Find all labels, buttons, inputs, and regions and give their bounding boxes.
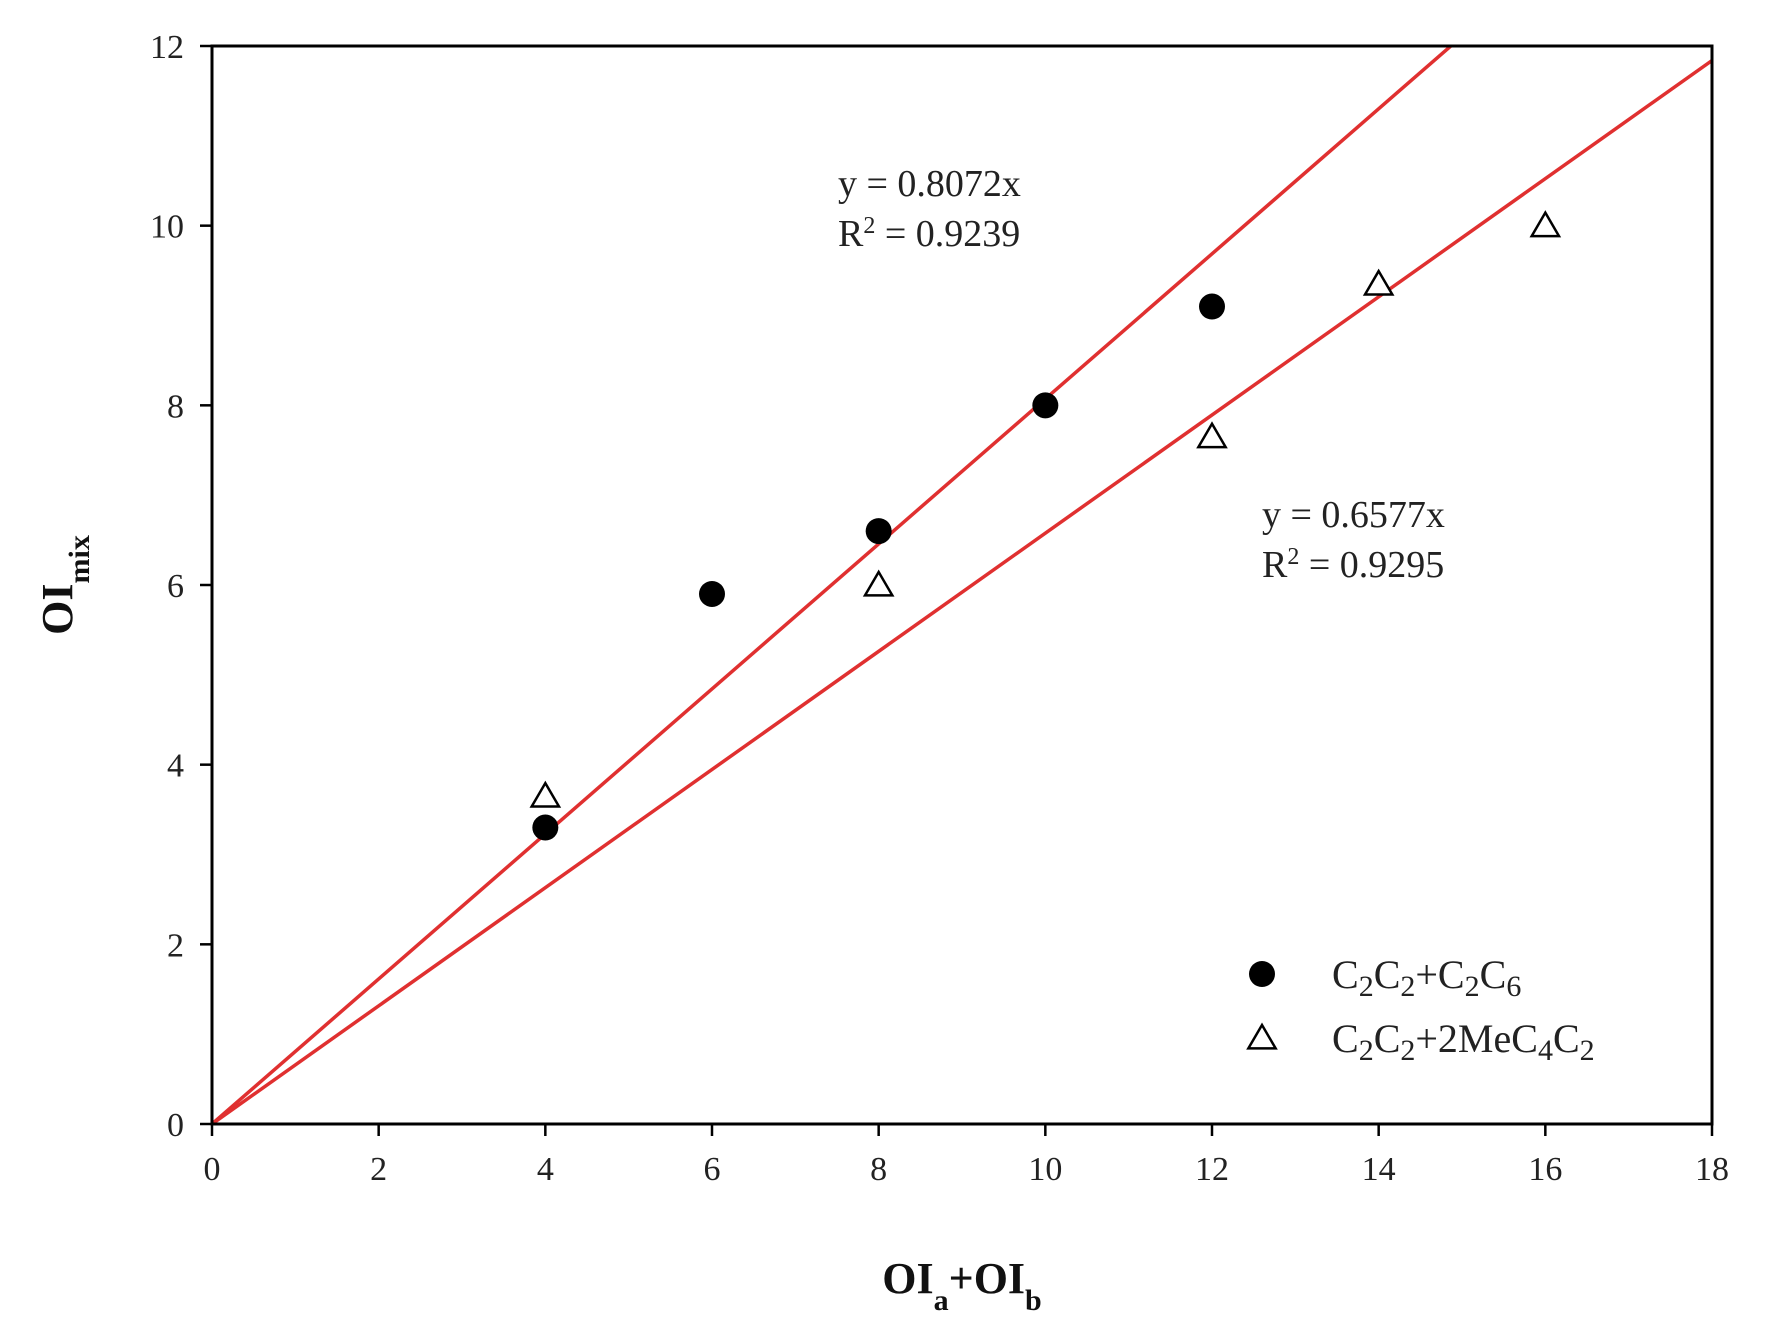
data-point-circle (1199, 293, 1225, 320)
x-tick-label: 4 (537, 1151, 554, 1188)
y-tick-label: 6 (167, 568, 184, 605)
x-tick-label: 18 (1695, 1151, 1729, 1188)
fit-lines (212, 46, 1712, 1124)
x-tick-label: 8 (870, 1151, 887, 1188)
y-axis-title: OImix (33, 535, 96, 635)
fit-2-r-squared: R2 = 0.9295 (1262, 544, 1444, 586)
x-tick-label: 0 (204, 1151, 221, 1188)
x-axis-title: OIa+OIb (882, 1254, 1041, 1317)
y-tick-label: 8 (167, 388, 184, 425)
y-tick-label: 10 (150, 209, 184, 246)
x-tick-label: 2 (370, 1151, 387, 1188)
data-point-triangle (529, 780, 562, 808)
data-point-triangle (1362, 268, 1395, 296)
data-point-circle (1032, 392, 1059, 419)
fit-line-1 (212, 46, 1454, 1124)
legend-label-1: C2C2+C2C6 (1332, 952, 1521, 1003)
data-point-circle (865, 518, 892, 545)
x-tick-label: 14 (1362, 1151, 1396, 1188)
axis-ticks: 0 2 4 6 8 10 12 14 16 18 0 2 4 6 8 10 12 (150, 29, 1729, 1188)
y-tick-label: 4 (167, 748, 184, 785)
x-tick-label: 12 (1195, 1151, 1229, 1188)
legend-marker-2 (1246, 1022, 1278, 1050)
x-tick-label: 16 (1528, 1151, 1562, 1188)
data-point-triangle (1529, 210, 1562, 238)
y-tick-label: 12 (150, 29, 184, 66)
legend: C2C2+C2C6 C2C2+2MeC4C2 (1246, 952, 1595, 1067)
data-point-circle (532, 814, 559, 841)
fit-1-equation: y = 0.8072x (838, 163, 1021, 205)
fit-line-2 (212, 59, 1712, 1124)
fit-2-equation: y = 0.6577x (1262, 494, 1445, 536)
data-point-triangle (1196, 421, 1228, 449)
data-point-triangle (862, 569, 895, 597)
legend-label-2: C2C2+2MeC4C2 (1332, 1016, 1595, 1067)
data-point-circle (699, 580, 725, 607)
data-points (529, 210, 1562, 841)
y-tick-label: 2 (167, 927, 184, 964)
legend-marker-1 (1249, 961, 1275, 987)
x-tick-label: 10 (1028, 1151, 1062, 1188)
fit-1-r-squared: R2 = 0.9239 (838, 213, 1020, 255)
x-tick-label: 6 (704, 1151, 721, 1188)
y-tick-label: 0 (167, 1107, 184, 1144)
